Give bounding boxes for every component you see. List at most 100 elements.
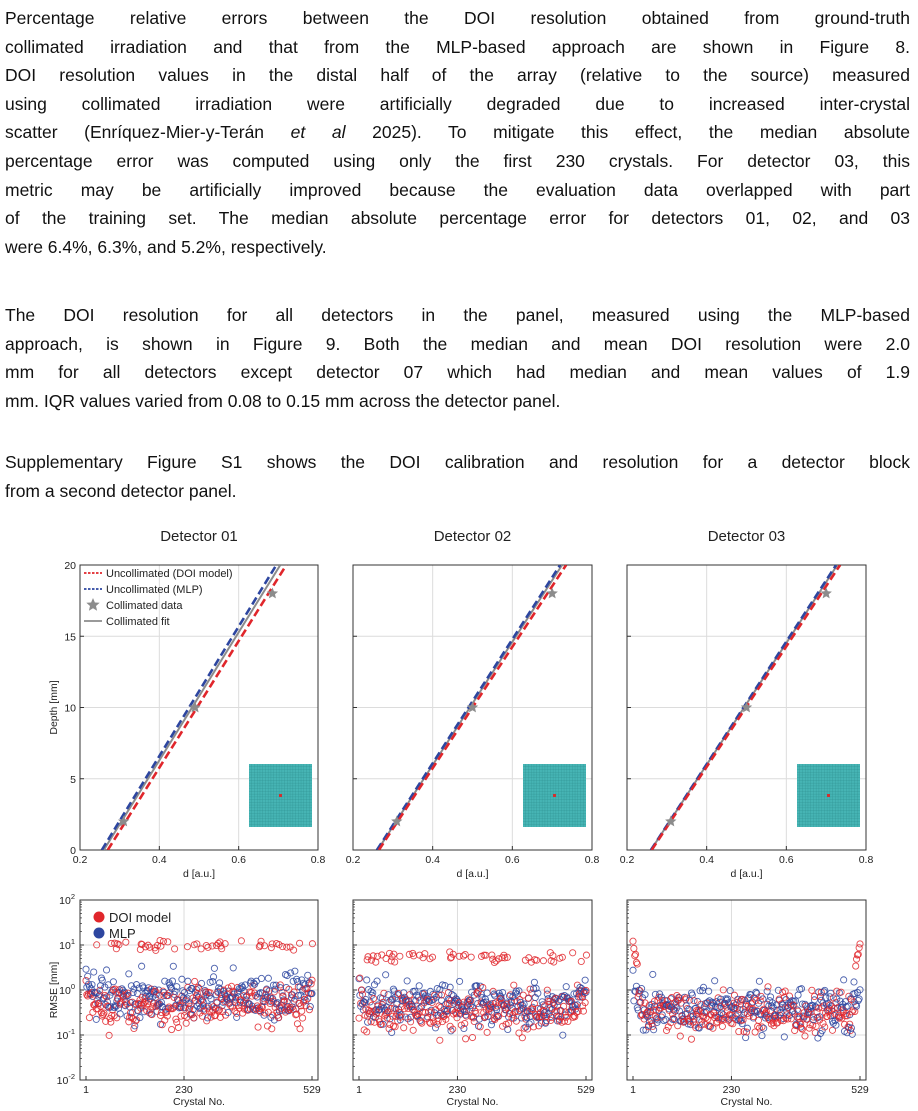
doi-model-point	[835, 1014, 843, 1022]
mlp-point	[437, 996, 446, 1004]
doi-model-point	[256, 941, 264, 949]
mlp-point	[848, 1030, 856, 1038]
doi-model-point	[742, 1028, 751, 1036]
mlp-point	[363, 976, 371, 984]
collimated-data-point	[820, 587, 832, 599]
doi-model-point	[387, 1005, 395, 1013]
mlp-point	[177, 1003, 185, 1011]
doi-model-point	[579, 1007, 587, 1015]
paragraph-doi-resolution: The DOI resolution for all detectors in …	[5, 301, 910, 415]
doi-model-point	[692, 1024, 700, 1032]
tick-base: 10	[59, 940, 71, 952]
mlp-point	[297, 991, 305, 999]
doi-model-point	[853, 951, 861, 959]
doi-model-point	[101, 991, 109, 999]
mlp-point	[302, 997, 310, 1005]
text-line: scatter (Enríquez-Mier-y-Terán et al 202…	[5, 122, 910, 143]
mlp-point	[774, 986, 782, 994]
mlp-point	[810, 996, 818, 1004]
mlp-point	[373, 977, 381, 985]
mlp-point	[751, 1008, 759, 1016]
doi-model-point	[355, 1014, 363, 1022]
doi-model-point	[190, 1014, 198, 1022]
doi-model-point	[582, 986, 590, 995]
mlp-point	[98, 976, 106, 984]
mlp-point	[370, 981, 379, 989]
doi-model-point	[300, 995, 308, 1003]
doi-model-point	[230, 989, 238, 997]
doi-model-point	[462, 1012, 471, 1020]
y-tick-label: 10-1	[57, 1027, 75, 1042]
x-axis-label: Crystal No.	[721, 1096, 773, 1108]
y-tick-label: 20	[64, 560, 76, 572]
tick-base: 10	[57, 1075, 69, 1087]
doi-model-point	[199, 1002, 207, 1010]
doi-model-point	[102, 993, 111, 1001]
mlp-point	[649, 970, 657, 978]
doi-model-point	[219, 1008, 227, 1016]
chart-title: Detector 02	[434, 528, 512, 545]
mlp-point	[525, 1020, 533, 1028]
doi-model-point	[735, 1028, 743, 1036]
mlp-point	[82, 965, 90, 973]
doi-model-point	[690, 997, 698, 1005]
doi-model-point	[434, 1017, 442, 1025]
doi-model-point	[468, 1033, 477, 1042]
doi-model-point	[539, 957, 547, 965]
text-line: collimated irradiation and that from the…	[5, 36, 910, 57]
doi-model-point	[217, 942, 225, 950]
mlp-point	[497, 993, 505, 1001]
doi-model-point	[812, 1022, 820, 1030]
mlp-point	[520, 1000, 528, 1008]
mlp-point	[532, 984, 540, 992]
doi-model-point	[298, 1007, 306, 1015]
mlp-point	[743, 1024, 751, 1032]
doi-model-point	[718, 1022, 726, 1030]
legend-marker	[93, 927, 105, 939]
mlp-point	[438, 981, 446, 989]
mlp-point	[415, 982, 423, 990]
doi-model-point	[224, 984, 232, 992]
doi-model-point	[405, 950, 413, 958]
doi-model-point	[160, 991, 168, 1000]
mlp-point	[102, 966, 111, 974]
mlp-point	[382, 971, 390, 979]
mlp-point	[821, 986, 829, 994]
doi-model-point	[129, 1015, 137, 1023]
doi-model-point	[280, 998, 288, 1006]
doi-model-point	[407, 1018, 415, 1026]
doi-model-point	[163, 1012, 171, 1020]
x-tick-label: 0.6	[231, 854, 246, 866]
mlp-point	[92, 1015, 100, 1023]
x-tick-label: 0.6	[779, 854, 794, 866]
x-axis-label: d [a.u.]	[183, 868, 215, 880]
mlp-point	[554, 997, 563, 1005]
mlp-point	[255, 990, 263, 998]
doi-model-point	[400, 1024, 408, 1032]
doi-model-point	[816, 992, 824, 1001]
doi-model-point	[431, 991, 439, 999]
doi-model-point	[720, 1015, 728, 1023]
doi-model-point	[564, 1017, 572, 1025]
doi-model-point	[364, 1006, 373, 1014]
mlp-point	[763, 987, 771, 995]
y-tick-label: 5	[70, 774, 76, 786]
mlp-point	[84, 972, 92, 980]
doi-model-point	[85, 1014, 93, 1022]
doi-model-point	[268, 1025, 276, 1033]
doi-model-point	[435, 1002, 443, 1010]
points	[82, 937, 316, 1039]
doi-model-point	[547, 1016, 555, 1024]
mlp-point	[798, 1000, 806, 1008]
mlp-point	[441, 982, 449, 990]
mlp-point	[515, 987, 523, 995]
doi-model-point	[730, 999, 738, 1007]
mlp-point	[135, 984, 143, 992]
doi-model-point	[459, 952, 468, 960]
doi-model-point	[103, 1002, 111, 1010]
mlp-point	[509, 993, 517, 1001]
doi-model-point	[751, 1028, 759, 1036]
doi-model-point	[268, 940, 276, 948]
doi-model-point	[476, 1023, 484, 1031]
doi-model-point	[836, 1013, 844, 1021]
